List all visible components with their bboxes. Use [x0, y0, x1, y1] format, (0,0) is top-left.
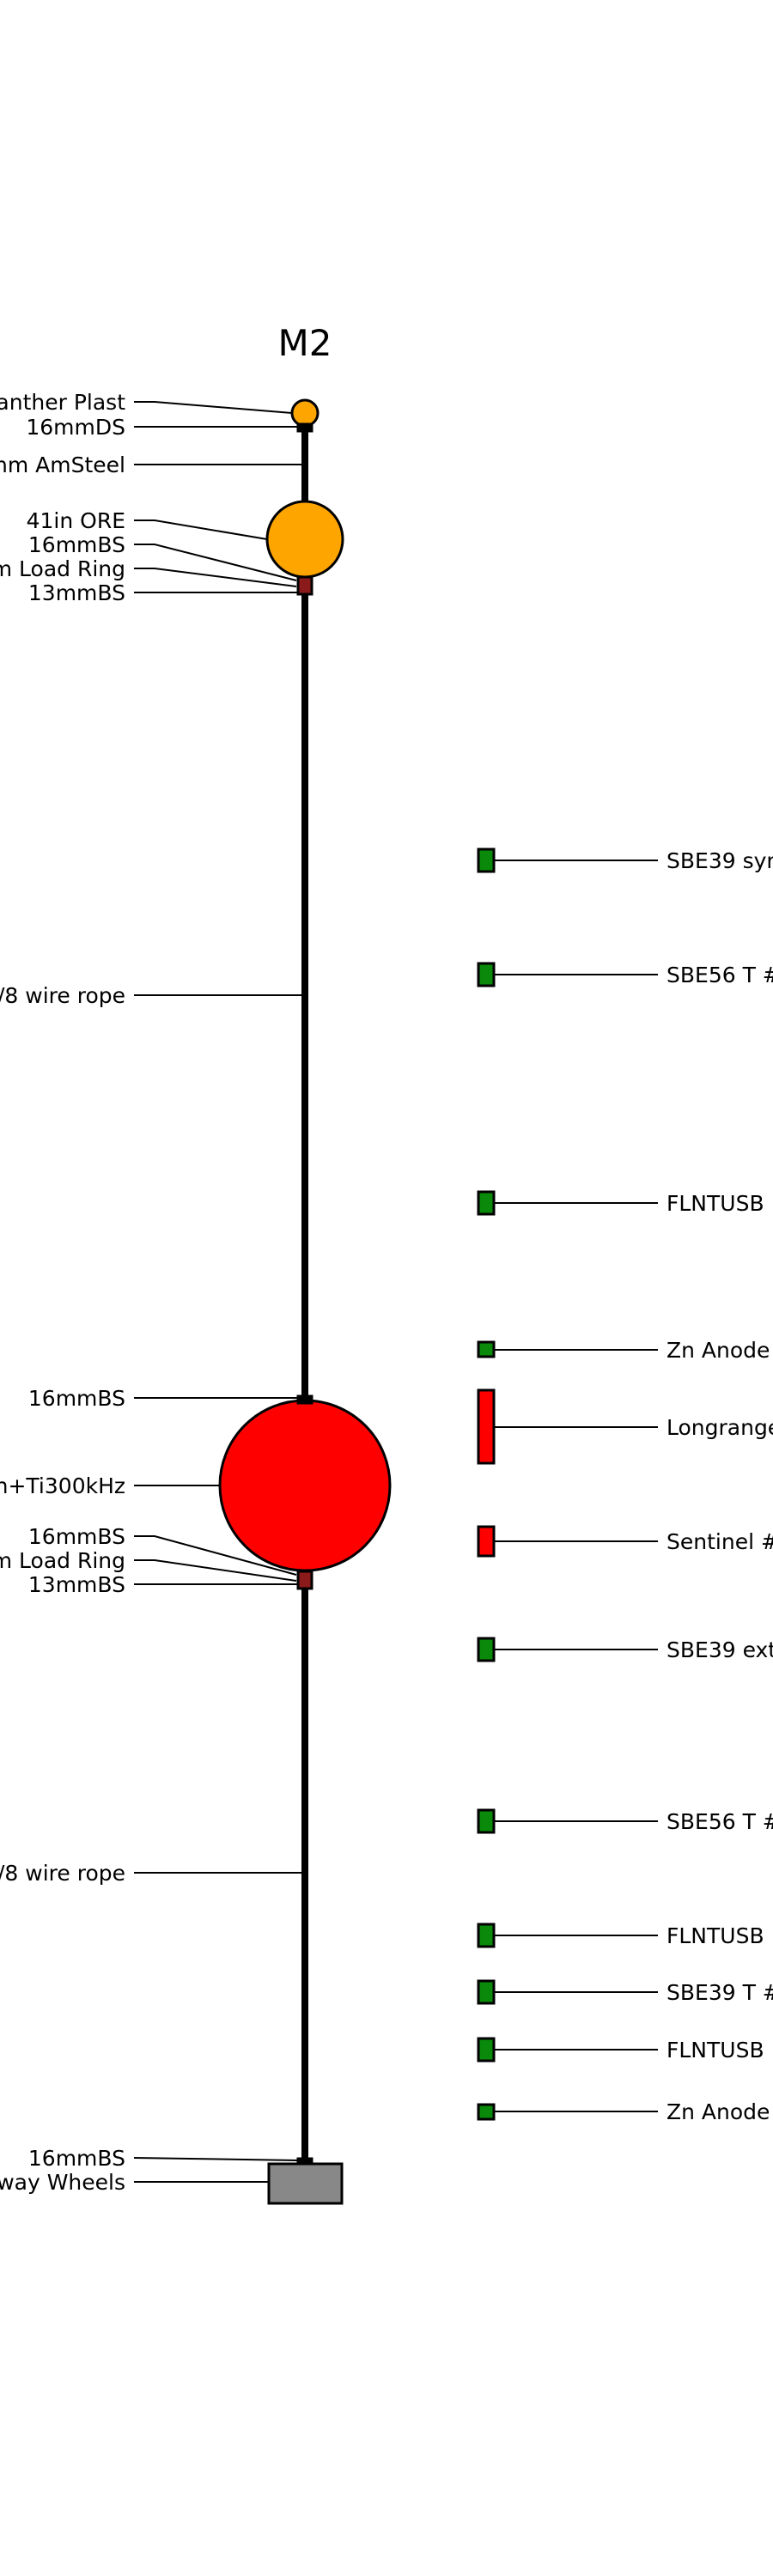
left-label: 41in ORE — [27, 508, 125, 533]
right-label: SBE56 T # — [666, 1809, 773, 1834]
left-label: mm AmSteel — [0, 453, 125, 477]
instrument-marker — [477, 848, 496, 873]
left-label: way Wheels — [0, 2170, 125, 2195]
right-label: SBE39 syn — [666, 848, 773, 873]
right-label: SBE39 T # — [666, 1980, 773, 2005]
ore-float-41in — [265, 500, 344, 579]
right-label: Zn Anode — [666, 1338, 770, 1363]
instrument-marker — [477, 1340, 496, 1358]
left-label: 16mmBS — [28, 532, 125, 557]
load-ring-lower — [296, 1570, 313, 1590]
left-label: /8 wire rope — [0, 1861, 125, 1886]
instrument-marker — [477, 1388, 496, 1465]
instrument-marker — [477, 2103, 496, 2121]
left-label: 16mmDS — [26, 415, 125, 440]
mooring-title: M2 — [278, 322, 332, 364]
left-label: Panther Plast — [0, 390, 125, 415]
right-label: FLNTUSB — [666, 2038, 764, 2063]
instrument-marker — [477, 2037, 496, 2063]
left-label: m Load Ring — [0, 556, 125, 581]
right-label: Longrange — [666, 1415, 773, 1440]
instrument-marker — [477, 1979, 496, 2005]
right-label: FLNTUSB — [666, 1191, 764, 1216]
left-label: 16mmBS — [28, 1386, 125, 1411]
instrument-marker — [477, 1525, 496, 1558]
instrument-marker — [477, 1190, 496, 1216]
right-label: Sentinel # — [666, 1529, 773, 1554]
left-label: n+Ti300kHz — [0, 1473, 125, 1498]
left-label: 13mmBS — [28, 1572, 125, 1597]
instrument-marker — [477, 1808, 496, 1834]
left-label: /8 wire rope — [0, 983, 125, 1008]
instrument-marker — [477, 962, 496, 987]
right-label: SBE39 ext — [666, 1637, 773, 1662]
shackle-16mmds — [296, 422, 313, 433]
railway-wheels-anchor — [267, 2162, 344, 2205]
left-label: 13mmBS — [28, 580, 125, 605]
right-label: SBE56 T # — [666, 963, 773, 987]
right-label: FLNTUSB — [666, 1923, 764, 1948]
right-label: Zn Anode — [666, 2099, 770, 2124]
main-float — [218, 1399, 392, 1572]
shackle-16mmbs-mid — [296, 1394, 313, 1405]
left-label: m Load Ring — [0, 1548, 125, 1573]
panther-plast-float — [290, 398, 320, 428]
left-label: 16mmBS — [28, 2146, 125, 2171]
instrument-marker — [477, 1637, 496, 1662]
left-label: 16mmBS — [28, 1524, 125, 1549]
instrument-marker — [477, 1923, 496, 1948]
load-ring-upper — [296, 575, 313, 596]
